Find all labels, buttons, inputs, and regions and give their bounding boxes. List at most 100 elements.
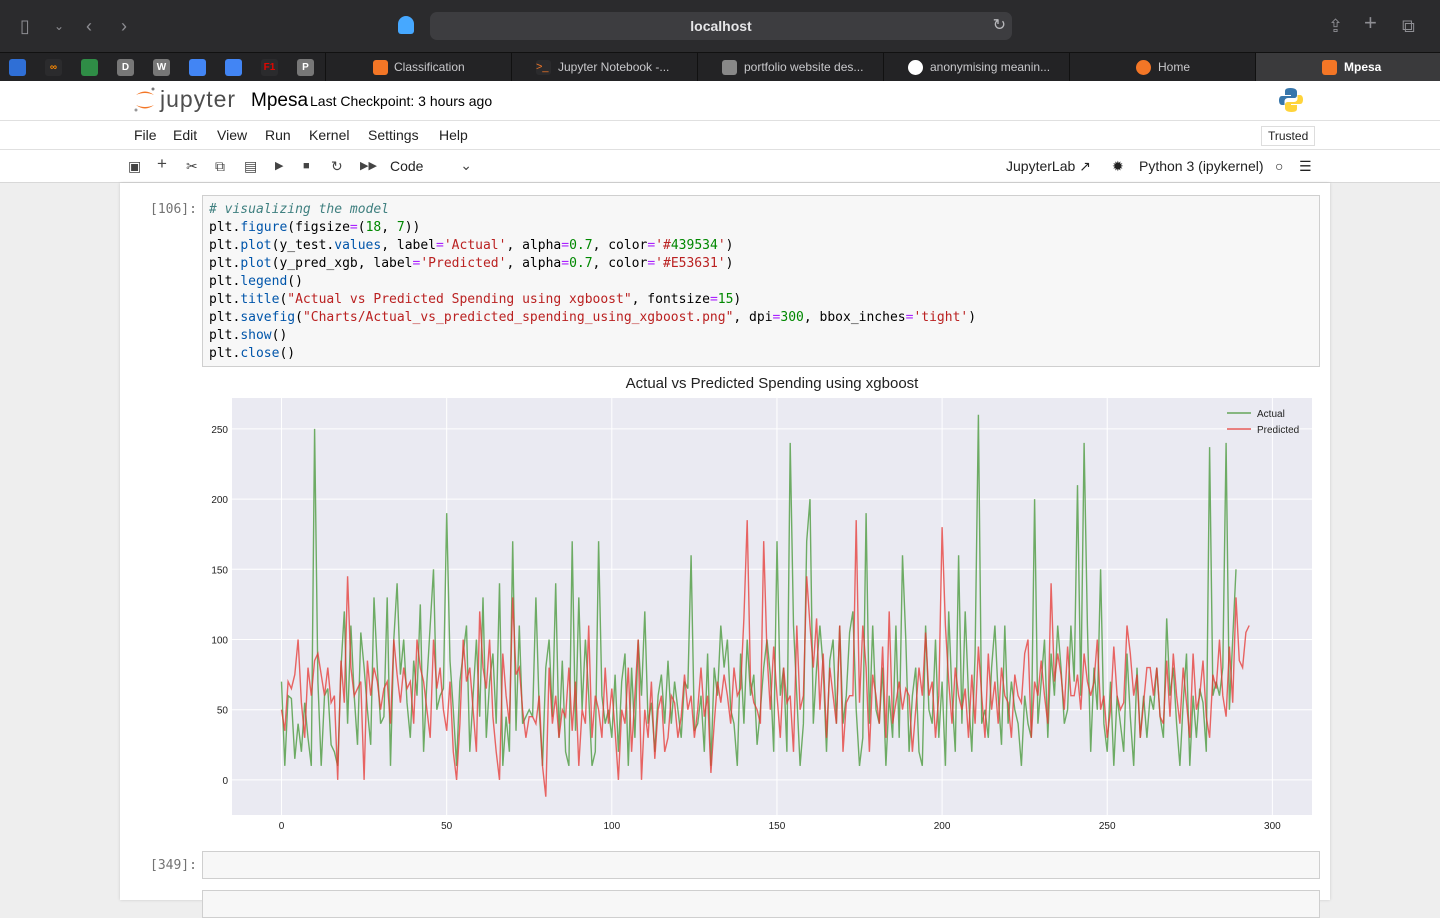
cut-icon[interactable]: ✂ xyxy=(186,158,198,174)
x-tick-label: 200 xyxy=(934,821,951,831)
cell-prompt: [106]: xyxy=(150,202,197,217)
debugger-icon[interactable]: ✹ xyxy=(1112,158,1124,174)
x-tick-label: 50 xyxy=(441,821,453,831)
tab-classification[interactable]: Classification xyxy=(325,53,511,82)
jupyter-notebook-icon xyxy=(1322,60,1337,75)
line-chart: 0 50 100 150 200 250 300 0 50 100 150 200 250 Actual … xyxy=(211,375,1312,832)
sidebar-toggle-icon[interactable]: ▯ xyxy=(20,16,30,36)
menu-edit[interactable]: Edit xyxy=(173,127,198,143)
pinned-tab-2[interactable]: ∞ xyxy=(45,59,62,76)
tab-overview-icon[interactable]: ⧉ xyxy=(1402,16,1415,36)
tab-mpesa[interactable]: Mpesa xyxy=(1255,53,1440,82)
series-line-actual xyxy=(280,414,1237,767)
tab-portfolio[interactable]: portfolio website des... xyxy=(697,53,883,82)
menu-kernel[interactable]: Kernel xyxy=(309,127,350,143)
x-tick-label: 250 xyxy=(1099,821,1116,831)
notebook-toolbar: ▣ + ✂ ⧉ ▤ ▶ ■ ↻ ▶▶ Code ⌄ JupyterLab ↗ ✹… xyxy=(0,150,1440,183)
kernel-status-icon: ○ xyxy=(1275,158,1284,174)
fast-forward-icon[interactable]: ▶▶ xyxy=(360,160,377,172)
external-link-icon: ↗ xyxy=(1079,158,1091,174)
empty-code-cell[interactable] xyxy=(202,851,1320,879)
privacy-extension-icon[interactable] xyxy=(398,16,414,34)
pinned-tab-1[interactable] xyxy=(9,59,26,76)
copy-icon[interactable]: ⧉ xyxy=(215,158,225,174)
cell-type-select[interactable]: Code ⌄ xyxy=(390,157,472,174)
menu-help[interactable]: Help xyxy=(439,127,468,143)
paste-icon[interactable]: ▤ xyxy=(244,158,258,174)
y-tick-label: 200 xyxy=(211,495,228,506)
y-tick-label: 150 xyxy=(211,565,228,576)
legend-label: Actual xyxy=(1257,409,1285,420)
y-tick-label: 50 xyxy=(217,706,229,717)
jupyter-icon xyxy=(1136,60,1151,75)
tab-home[interactable]: Home xyxy=(1069,53,1255,82)
notebook-page: [106]: # visualizing the model plt.figur… xyxy=(120,183,1330,918)
reload-icon[interactable]: ↻ xyxy=(992,17,1006,34)
python-logo-icon xyxy=(1279,88,1303,112)
plot-background xyxy=(232,398,1312,815)
jupyterlab-label: JupyterLab xyxy=(1006,158,1076,174)
tab-jupyter-notebook[interactable]: >_ Jupyter Notebook -... xyxy=(511,53,697,82)
browser-toolbar: ▯ ⌄ ‹ › localhost ↻ ⇪ + ⧉ xyxy=(0,0,1440,52)
jupyter-logo-icon[interactable] xyxy=(133,86,157,114)
pinned-tab-9[interactable]: P xyxy=(297,59,314,76)
back-icon[interactable]: ‹ xyxy=(86,16,92,36)
pinned-tab-5[interactable]: W xyxy=(153,59,170,76)
y-tick-label: 100 xyxy=(211,635,228,646)
series-line-predicted xyxy=(280,520,1250,797)
code-cell-editor[interactable]: # visualizing the model plt.figure(figsi… xyxy=(202,195,1320,367)
save-icon[interactable]: ▣ xyxy=(128,158,142,174)
pinned-tab-7[interactable] xyxy=(225,59,242,76)
forward-icon[interactable]: › xyxy=(121,16,127,36)
notebook-area: [106]: # visualizing the model plt.figur… xyxy=(0,183,1440,918)
chevron-down-icon[interactable]: ⌄ xyxy=(54,19,65,33)
chart-title: Actual vs Predicted Spending using xgboo… xyxy=(626,375,920,392)
google-icon xyxy=(908,60,923,75)
trusted-badge[interactable]: Trusted xyxy=(1261,126,1316,146)
new-tab-icon[interactable]: + xyxy=(1364,10,1377,35)
checkpoint-status: Last Checkpoint: 3 hours ago xyxy=(310,93,493,109)
tab-label: portfolio website des... xyxy=(744,60,864,74)
y-tick-label: 250 xyxy=(211,425,228,436)
pinned-tab-3[interactable] xyxy=(81,59,98,76)
cell-output-chart: 0 50 100 150 200 250 300 0 50 100 150 200 250 Actual … xyxy=(202,371,1320,832)
terminal-icon: >_ xyxy=(536,60,551,75)
tab-bar: ∞ D W F1 P Classification >_ Jupyter Not… xyxy=(0,52,1440,82)
run-icon[interactable]: ▶ xyxy=(275,160,284,172)
cell-type-value: Code xyxy=(390,158,424,174)
notebook-title[interactable]: Mpesa xyxy=(251,90,309,111)
notebook-header: jupyter Mpesa Last Checkpoint: 3 hours a… xyxy=(0,81,1440,121)
empty-code-cell[interactable] xyxy=(202,890,1320,918)
x-tick-label: 300 xyxy=(1264,821,1281,831)
menu-view[interactable]: View xyxy=(217,127,248,143)
pinned-tab-6[interactable] xyxy=(189,59,206,76)
page-icon xyxy=(722,60,737,75)
tab-label: anonymising meanin... xyxy=(930,60,1051,74)
menu-bar: File Edit View Run Kernel Settings Help … xyxy=(0,121,1440,150)
legend-label: Predicted xyxy=(1257,425,1299,436)
stop-icon[interactable]: ■ xyxy=(303,160,310,172)
jupyter-notebook-icon xyxy=(373,60,388,75)
cell-prompt: [349]: xyxy=(150,858,197,873)
y-tick-label: 0 xyxy=(222,776,228,787)
property-inspector-icon[interactable]: ☰ xyxy=(1299,158,1312,174)
x-tick-label: 0 xyxy=(279,821,285,831)
pinned-tab-8[interactable]: F1 xyxy=(261,59,278,76)
url-text: localhost xyxy=(690,18,752,34)
code-text: # visualizing the model plt.figure(figsi… xyxy=(209,202,977,361)
address-bar[interactable]: localhost ↻ xyxy=(430,12,1012,40)
share-icon[interactable]: ⇪ xyxy=(1328,16,1344,36)
tab-label: Mpesa xyxy=(1344,60,1382,74)
menu-settings[interactable]: Settings xyxy=(368,127,419,143)
tab-label: Classification xyxy=(394,60,465,74)
menu-file[interactable]: File xyxy=(134,127,157,143)
jupyter-logo-text: jupyter xyxy=(160,86,237,112)
pinned-tab-4[interactable]: D xyxy=(117,59,134,76)
add-cell-icon[interactable]: + xyxy=(157,154,167,173)
tab-google-search[interactable]: anonymising meanin... xyxy=(883,53,1069,82)
menu-run[interactable]: Run xyxy=(265,127,291,143)
kernel-name[interactable]: Python 3 (ipykernel) xyxy=(1139,158,1264,174)
restart-icon[interactable]: ↻ xyxy=(331,158,343,174)
tab-label: Home xyxy=(1158,60,1191,74)
jupyterlab-link[interactable]: JupyterLab ↗ xyxy=(1006,158,1091,175)
